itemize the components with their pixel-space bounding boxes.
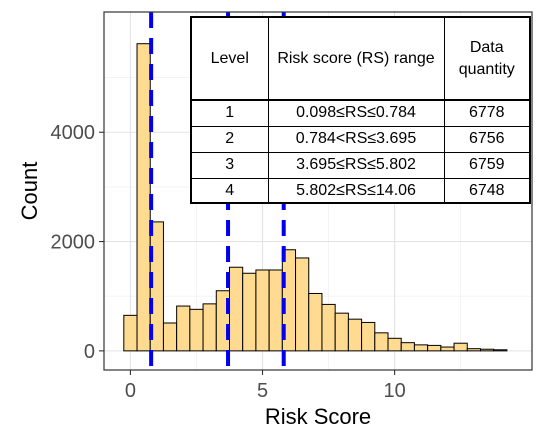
axis-ticks: 0 5 10 0 2000 4000 [51, 122, 406, 402]
table-cell-quantity: 6748 [443, 177, 529, 204]
risk-level-table: Level Risk score (RS) range Data quantit… [190, 16, 531, 204]
x-tick-label: 0 [125, 380, 136, 402]
histogram-bar [374, 332, 389, 352]
x-tick-label: 5 [257, 380, 268, 402]
histogram-bar [136, 43, 151, 352]
table-cell-level: 2 [192, 125, 269, 153]
histogram-bar [334, 312, 349, 352]
histogram-bar [162, 322, 178, 352]
table-header-row: Level Risk score (RS) range Data quantit… [192, 18, 529, 101]
table-cell-range: 0.784<RS≤3.695 [267, 125, 445, 153]
histogram-bar [453, 342, 468, 352]
histogram-bar [361, 321, 376, 352]
table-cell-level: 1 [192, 99, 269, 127]
histogram-bar [123, 314, 138, 352]
y-axis-title: Count [17, 162, 42, 221]
histogram-bar [321, 303, 336, 352]
histogram-bar [347, 318, 363, 352]
x-axis-title: Risk Score [265, 404, 371, 429]
table-row: 3 3.695≤RS≤5.802 6759 [192, 151, 529, 179]
table-row: 1 0.098≤RS≤0.784 6778 [192, 99, 529, 127]
plot-border [103, 11, 533, 371]
table-cell-quantity: 6759 [443, 151, 529, 179]
histogram-bar [387, 337, 402, 352]
histogram-bar [228, 266, 244, 352]
table-row: 2 0.784<RS≤3.695 6756 [192, 125, 529, 153]
histogram-bar [176, 305, 191, 352]
histogram-bar [466, 348, 481, 352]
table-cell-range: 3.695≤RS≤5.802 [267, 151, 445, 179]
histogram-bar [427, 344, 442, 352]
table-header-level: Level [192, 18, 269, 101]
table-cell-level: 3 [192, 151, 269, 179]
histogram-bar [242, 272, 257, 352]
histogram-bar [268, 269, 283, 352]
histogram-bar [440, 346, 455, 352]
table-cell-range: 0.098≤RS≤0.784 [267, 99, 445, 127]
table-header-range: Risk score (RS) range [267, 18, 445, 101]
y-tick-label: 2000 [51, 232, 96, 254]
histogram-bar [308, 292, 323, 352]
histogram-bar [295, 257, 310, 352]
histogram-bar [202, 303, 217, 352]
histogram-bar [479, 348, 495, 352]
table-cell-level: 4 [192, 177, 269, 204]
risk-table: Level Risk score (RS) range Data quantit… [192, 18, 529, 204]
table-cell-range: 5.802≤RS≤14.06 [267, 177, 445, 204]
table-header-quantity: Data quantity [443, 18, 529, 101]
table-row: 4 5.802≤RS≤14.06 6748 [192, 177, 529, 204]
histogram-bar [493, 349, 508, 352]
histogram-bar [189, 308, 204, 352]
table-cell-quantity: 6756 [443, 125, 529, 153]
table-cell-quantity: 6778 [443, 99, 529, 127]
histogram-bar [255, 269, 270, 352]
histogram-bar [413, 344, 429, 352]
x-tick-label: 10 [383, 380, 405, 402]
histogram-bar [400, 342, 415, 352]
y-tick-label: 4000 [51, 122, 96, 144]
y-tick-label: 0 [84, 341, 95, 363]
